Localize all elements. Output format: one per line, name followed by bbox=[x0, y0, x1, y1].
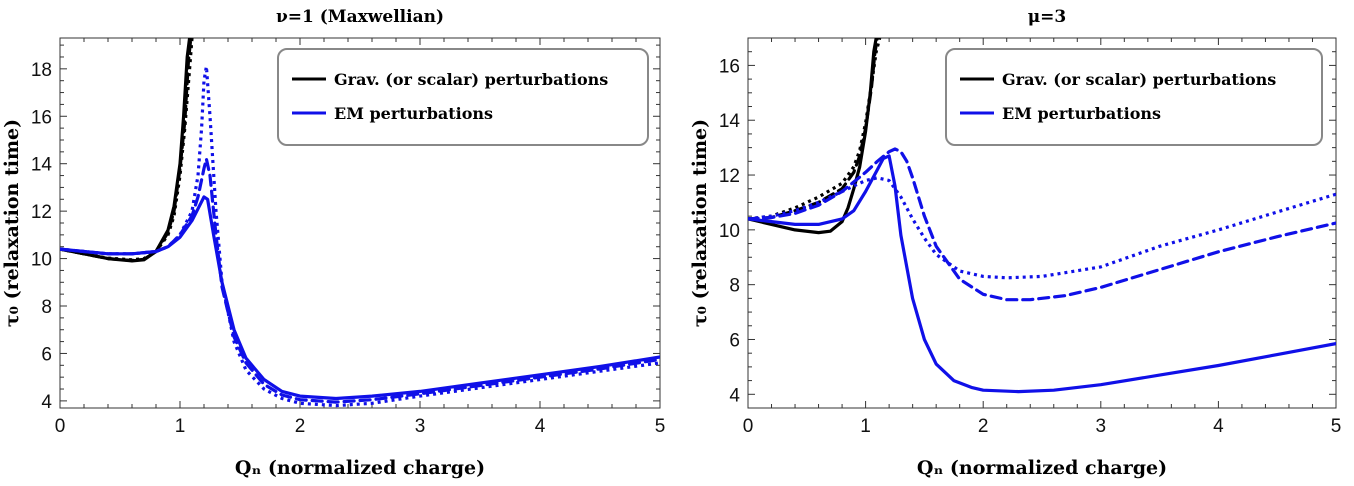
legend-box bbox=[945, 48, 1323, 146]
chart-title: ν=1 (Maxwellian) bbox=[276, 7, 444, 27]
x-tick-label: 3 bbox=[1096, 416, 1107, 437]
y-tick-label: 8 bbox=[41, 297, 52, 318]
series-line-black-dashed bbox=[60, 38, 193, 263]
series-line-blue-dashed bbox=[60, 157, 660, 404]
x-tick-label: 5 bbox=[1331, 416, 1342, 437]
series-line-blue-dashed bbox=[748, 147, 1336, 302]
y-tick-label: 12 bbox=[719, 166, 740, 187]
x-axis-label: Qₙ (normalized charge) bbox=[917, 457, 1167, 479]
x-tick-label: 2 bbox=[295, 416, 306, 437]
y-tick-label: 10 bbox=[31, 250, 52, 271]
legend-label: EM perturbations bbox=[334, 104, 493, 123]
y-axis-label: τ₀ (relaxation time) bbox=[689, 119, 711, 327]
series-group bbox=[60, 38, 660, 408]
y-tick-label: 10 bbox=[719, 221, 740, 242]
x-tick-label: 0 bbox=[55, 416, 66, 437]
series-line-blue-solid bbox=[748, 154, 1336, 394]
x-tick-label: 0 bbox=[743, 416, 754, 437]
x-tick-label: 4 bbox=[1213, 416, 1224, 437]
series-line-blue-solid bbox=[60, 195, 660, 401]
series-line-black-dotted bbox=[748, 38, 882, 221]
series-line-black-dashed bbox=[748, 38, 880, 221]
x-tick-label: 1 bbox=[175, 416, 186, 437]
y-tick-label: 16 bbox=[719, 56, 740, 77]
legend-label: EM perturbations bbox=[1002, 104, 1161, 123]
y-tick-label: 4 bbox=[41, 392, 52, 413]
legend-box bbox=[277, 48, 649, 146]
series-line-blue-dotted bbox=[60, 64, 660, 408]
x-tick-label: 1 bbox=[860, 416, 871, 437]
y-tick-label: 14 bbox=[719, 111, 741, 132]
y-tick-label: 8 bbox=[729, 276, 740, 297]
y-tick-label: 18 bbox=[31, 60, 52, 81]
y-axis-label: τ₀ (relaxation time) bbox=[1, 119, 23, 327]
series-line-blue-dotted bbox=[748, 176, 1336, 280]
legend-label: Grav. (or scalar) perturbations bbox=[1002, 70, 1276, 89]
series-line-black-dotted bbox=[60, 38, 194, 262]
x-tick-label: 3 bbox=[415, 416, 426, 437]
x-tick-label: 5 bbox=[655, 416, 666, 437]
y-tick-label: 14 bbox=[31, 155, 53, 176]
legend-label: Grav. (or scalar) perturbations bbox=[334, 70, 608, 89]
y-tick-label: 4 bbox=[729, 385, 740, 406]
x-tick-label: 4 bbox=[535, 416, 546, 437]
y-tick-label: 6 bbox=[41, 344, 52, 365]
y-tick-label: 6 bbox=[729, 330, 740, 351]
x-tick-label: 2 bbox=[978, 416, 989, 437]
y-tick-label: 16 bbox=[31, 107, 52, 128]
chart-title: μ=3 bbox=[1028, 7, 1067, 27]
x-axis-label: Qₙ (normalized charge) bbox=[235, 457, 485, 479]
series-group bbox=[748, 38, 1336, 394]
y-tick-label: 12 bbox=[31, 202, 52, 223]
